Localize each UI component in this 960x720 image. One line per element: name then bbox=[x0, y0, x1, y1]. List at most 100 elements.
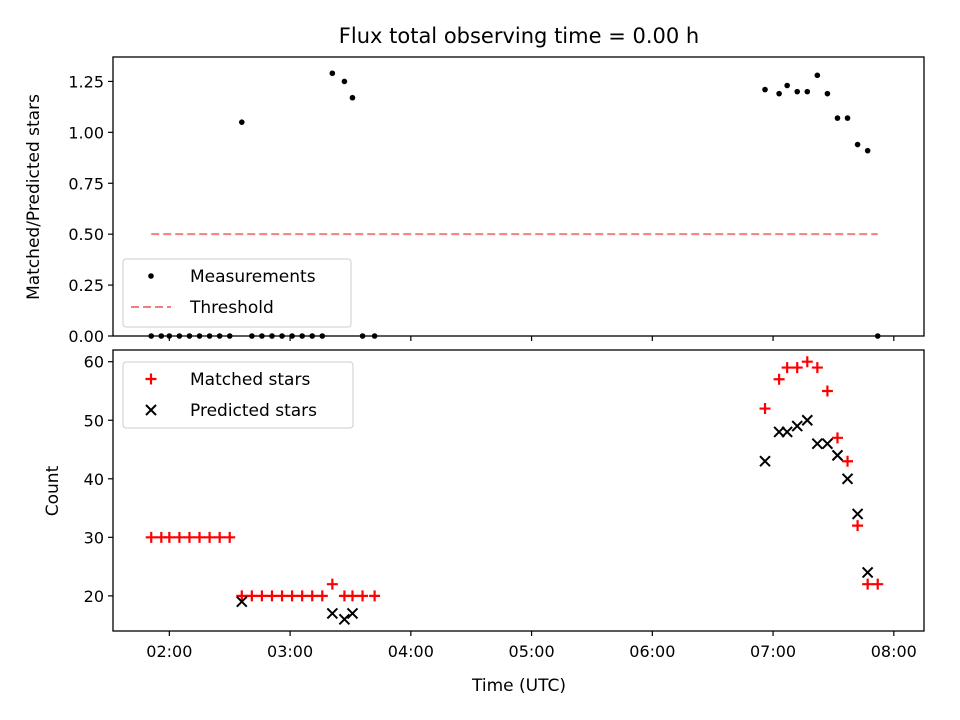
matched-stars-point bbox=[842, 455, 854, 467]
matched-stars-point bbox=[852, 520, 864, 532]
predicted-stars-point bbox=[791, 420, 803, 432]
x-tick-label: 06:00 bbox=[629, 642, 675, 661]
count-panel: 20 30 40 50 60 02:00 03:00 04:00 05:00 06:00 07:00… bbox=[43, 349, 925, 696]
matched-stars-point bbox=[306, 590, 318, 602]
measurements-point bbox=[238, 119, 245, 125]
ratio-y-axis-label: Matched/Predicted stars bbox=[24, 94, 44, 300]
matched-stars-point bbox=[256, 590, 268, 602]
predicted-stars-point bbox=[821, 437, 834, 450]
measurements-point bbox=[349, 94, 356, 101]
y-tick-label: 0.50 bbox=[68, 225, 104, 244]
predicted-stars-point bbox=[851, 508, 864, 520]
predicted-stars-point bbox=[781, 426, 793, 438]
predicted-stars-point bbox=[346, 607, 359, 620]
measurements-point bbox=[864, 147, 871, 154]
matched-stars-point bbox=[781, 362, 793, 374]
x-tick-label: 03:00 bbox=[267, 642, 313, 661]
y-tick-label: 30 bbox=[84, 528, 104, 547]
matched-stars-point bbox=[296, 590, 308, 602]
measurements-point bbox=[776, 90, 782, 97]
predicted-stars-point bbox=[801, 414, 813, 426]
x-axis-label: Time (UTC) bbox=[471, 676, 566, 696]
x-tick-label: 04:00 bbox=[388, 642, 434, 661]
matched-stars-point bbox=[357, 590, 369, 602]
matched-stars-point bbox=[811, 362, 823, 374]
predicted-stars-point bbox=[861, 566, 874, 579]
chart-title: Flux total observing time = 0.00 h bbox=[339, 24, 699, 48]
measurements-point bbox=[854, 141, 861, 148]
x-tick-label: 05:00 bbox=[509, 642, 555, 661]
measurements-point bbox=[794, 88, 801, 95]
x-tick-label: 02:00 bbox=[146, 642, 192, 661]
ratio-panel: 0.00 0.25 0.50 0.75 1.00 1.25 Matched/Predict… bbox=[24, 56, 925, 346]
matched-stars-point bbox=[145, 531, 157, 543]
measurements-point bbox=[834, 115, 841, 121]
matched-stars-point bbox=[759, 403, 771, 415]
matched-stars-legend-label: Matched stars bbox=[190, 370, 310, 390]
predicted-stars-point bbox=[811, 437, 824, 450]
measurements-point bbox=[329, 70, 336, 77]
y-tick-label: 0.25 bbox=[68, 276, 104, 295]
count-legend: Matched stars Predicted stars bbox=[122, 361, 354, 429]
x-tick-label: 07:00 bbox=[750, 642, 796, 661]
x-tick-label: 08:00 bbox=[871, 642, 917, 661]
matched-stars-point bbox=[831, 432, 843, 444]
matched-stars-point bbox=[821, 385, 833, 397]
measurements-point bbox=[784, 82, 790, 89]
matched-stars-point bbox=[236, 590, 248, 602]
predicted-stars-legend-swatch bbox=[145, 404, 157, 416]
measurements-point bbox=[804, 88, 811, 95]
matched-stars-point bbox=[801, 356, 813, 368]
threshold-legend-label: Threshold bbox=[189, 298, 274, 318]
y-tick-label: 1.25 bbox=[68, 72, 104, 91]
matched-stars-point bbox=[773, 373, 785, 385]
predicted-stars-legend-label: Predicted stars bbox=[190, 401, 317, 421]
legend-frame bbox=[122, 361, 354, 429]
matched-stars-point bbox=[173, 531, 185, 543]
measurements-point bbox=[762, 86, 768, 93]
predicted-stars-point bbox=[326, 607, 339, 620]
legend-frame bbox=[122, 258, 352, 328]
matched-stars-point bbox=[204, 531, 216, 543]
y-tick-label: 50 bbox=[84, 411, 104, 430]
count-plot-frame bbox=[112, 349, 925, 632]
measurements-point bbox=[824, 90, 831, 97]
matched-stars-point bbox=[266, 590, 278, 602]
matched-stars-point bbox=[214, 531, 226, 543]
count-y-axis-label: Count bbox=[43, 465, 63, 516]
matched-stars-point bbox=[246, 590, 258, 602]
matched-stars-point bbox=[346, 590, 358, 602]
matched-stars-point bbox=[194, 531, 206, 543]
matched-stars-point bbox=[276, 590, 288, 602]
matched-stars-point bbox=[326, 578, 338, 590]
matched-stars-point bbox=[369, 590, 381, 602]
ratio-plot-frame bbox=[112, 56, 925, 337]
y-tick-label: 0.75 bbox=[68, 174, 104, 193]
predicted-stars-point bbox=[236, 596, 248, 608]
measurements-point bbox=[844, 115, 851, 121]
y-tick-label: 20 bbox=[84, 587, 104, 606]
matched-stars-point bbox=[163, 531, 175, 543]
measurements-legend-swatch bbox=[148, 273, 154, 279]
measurements-point bbox=[814, 72, 821, 79]
y-tick-label: 1.00 bbox=[68, 123, 104, 142]
matched-stars-legend-swatch bbox=[145, 373, 157, 385]
measurements-point bbox=[341, 78, 348, 85]
matched-stars-point bbox=[286, 590, 298, 602]
predicted-stars-point bbox=[759, 455, 771, 467]
y-tick-label: 40 bbox=[84, 470, 104, 489]
y-tick-label: 60 bbox=[84, 353, 104, 372]
matched-stars-point bbox=[862, 578, 874, 590]
predicted-stars-point bbox=[831, 449, 844, 462]
matched-stars-point bbox=[316, 590, 328, 602]
y-tick-label: 0.00 bbox=[68, 327, 104, 346]
ratio-legend: Measurements Threshold bbox=[122, 258, 352, 328]
matched-stars-point bbox=[872, 578, 884, 590]
matched-stars-point bbox=[791, 362, 803, 374]
matched-stars-point bbox=[224, 531, 236, 543]
matched-stars-point bbox=[183, 531, 195, 543]
predicted-stars-point bbox=[841, 473, 854, 485]
predicted-stars-point bbox=[338, 613, 351, 625]
measurements-legend-label: Measurements bbox=[190, 267, 316, 287]
